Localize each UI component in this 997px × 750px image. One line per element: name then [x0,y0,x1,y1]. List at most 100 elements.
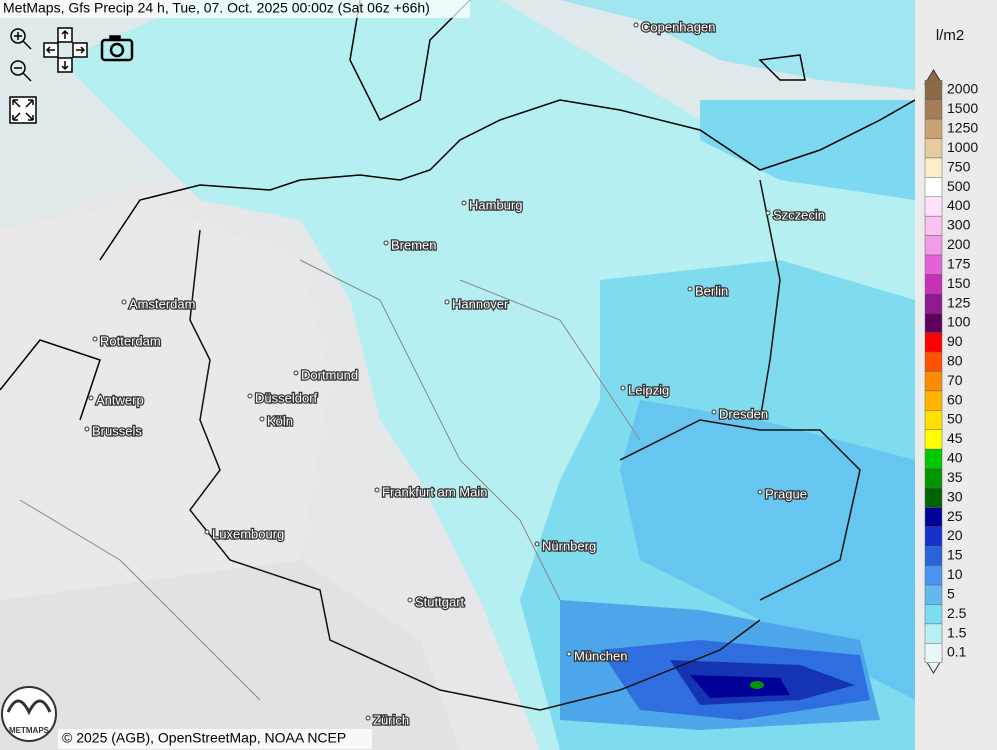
legend-swatch [924,623,943,644]
legend-label: 0.1 [947,644,967,660]
city-label: Hamburg [469,197,522,212]
legend-swatch [924,274,943,295]
legend-label: 60 [947,391,963,407]
zoom-in-button[interactable] [10,28,32,50]
legend-swatch [924,487,943,508]
legend-swatch [924,351,943,372]
legend-label: 30 [947,488,963,504]
city-label: Brussels [92,423,142,438]
legend-label: 5 [947,585,955,601]
legend-label: 25 [947,508,963,524]
attribution: © 2025 (AGB), OpenStreetMap, NOAA NCEP [62,730,346,746]
legend-label: 35 [947,469,963,485]
legend-swatch [924,80,943,100]
legend-swatch [924,118,943,139]
legend-label: 200 [947,236,971,252]
city-label: Leipzig [628,382,669,397]
legend-label: 125 [947,294,971,310]
screenshot-button[interactable] [100,35,134,62]
city-marker [204,529,210,535]
city-labels: Copenhagen Hamburg Szczecin Bremen Amsterdam… [84,18,826,729]
city-marker [534,541,540,547]
legend-label: 20 [947,527,963,543]
city-marker [374,487,380,493]
legend-swatch [924,99,943,120]
city-label: Zürich [373,712,409,727]
legend-swatch [924,545,943,566]
fullscreen-button[interactable] [9,96,37,124]
legend-swatch [924,332,943,353]
city-marker [383,240,389,246]
precip-field [60,0,915,750]
city-marker [461,200,467,206]
city-marker [633,22,639,28]
city-marker [566,651,572,657]
city-label: Bremen [391,237,437,252]
legend-label: 1.5 [947,624,967,640]
legend-label: 15 [947,547,963,563]
legend-swatch [924,643,943,663]
legend-label: 175 [947,255,971,271]
legend-swatch [924,196,943,217]
zoom-out-button[interactable] [10,60,32,82]
logo-text: METMAPS [9,726,50,735]
legend-swatch [924,390,943,411]
city-label: München [574,648,627,663]
city-marker [757,489,763,495]
legend-swatch [924,157,943,178]
city-marker [765,210,771,216]
city-label: Rotterdam [100,333,161,348]
legend-label: 10 [947,566,963,582]
city-label: Dortmund [301,367,358,382]
city-marker [365,715,371,721]
city-marker [121,299,127,305]
legend-label: 150 [947,275,971,291]
legend-swatch [924,468,943,489]
city-label: Stuttgart [415,594,465,609]
city-marker [687,286,693,292]
city-label: Szczecin [773,207,825,222]
legend-swatch [924,604,943,625]
header-bg [0,0,470,18]
legend-swatch [924,448,943,469]
legend-label: 500 [947,178,971,194]
city-label: Antwerp [96,392,144,407]
region-border [19,259,641,701]
city-label: Düsseldorf [255,390,318,405]
city-marker [293,370,299,376]
city-label: Berlin [695,283,728,298]
city-marker [247,393,253,399]
city-label: Nürnberg [542,538,596,553]
city-label: Frankfurt am Main [382,484,487,499]
attribution-bg [58,729,372,749]
legend-swatch [924,254,943,275]
pan-control[interactable] [43,27,88,73]
header-title: MetMaps, Gfs Precip 24 h, Tue, 07. Oct. … [3,0,430,16]
legend-swatch [924,507,943,528]
legend-swatch [924,293,943,314]
city-label: Dresden [719,406,768,421]
legend-label: 300 [947,217,971,233]
city-marker [407,597,413,603]
legend-label: 40 [947,450,963,466]
legend-swatch [924,215,943,236]
city-label: Prague [765,486,807,501]
city-label: Copenhagen [641,19,715,34]
legend-swatch [924,429,943,450]
city-marker [620,385,626,391]
legend-label: 70 [947,372,963,388]
legend-swatch [924,526,943,547]
legend-unit: l/m2 [936,27,964,44]
legend-label: 2000 [947,81,978,97]
city-marker [88,395,94,401]
city-label: Luxembourg [212,526,284,541]
city-marker [711,409,717,415]
legend-swatch [924,177,943,198]
legend-swatch [924,565,943,586]
legend-label: 750 [947,158,971,174]
legend-swatch [924,313,943,333]
legend-label: 100 [947,314,971,330]
legend-label: 80 [947,352,963,368]
legend-label: 1250 [947,120,978,136]
